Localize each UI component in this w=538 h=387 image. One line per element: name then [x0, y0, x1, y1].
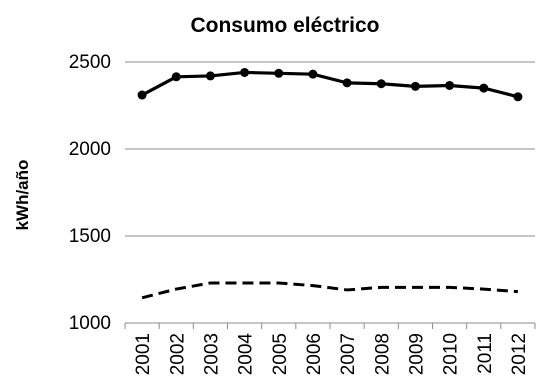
series-1-point-2008 [376, 79, 386, 89]
x-tick-label-2008: 2008 [372, 333, 393, 375]
series-1-point-2010 [445, 80, 455, 90]
series-1-point-2011 [479, 83, 489, 93]
x-tick-labels: 2001 2002 2003 2004 2005 2006 2007 2008 2009 2010… [133, 333, 530, 376]
y-tick-label-1000: 1000 [69, 313, 111, 334]
series-1-point-2012 [513, 92, 523, 102]
series-1-point-2001 [137, 90, 147, 100]
x-tick-label-2011: 2011 [475, 333, 496, 374]
y-tick-labels: 1000 1500 2000 2500 [69, 52, 111, 334]
x-tick-label-2003: 2003 [201, 333, 222, 375]
x-tick-label-2010: 2010 [441, 333, 462, 375]
chart-title: Consumo eléctrico [190, 14, 379, 37]
axes [124, 322, 536, 329]
x-tick-label-2012: 2012 [509, 333, 530, 375]
series-1-point-2009 [410, 81, 420, 91]
y-tick-label-2500: 2500 [69, 52, 111, 73]
series-group [137, 67, 523, 300]
x-tick-label-2006: 2006 [304, 333, 325, 375]
series-1-point-2006 [308, 69, 318, 79]
series-1-point-2004 [240, 67, 250, 77]
series-1-point-2002 [171, 72, 181, 82]
x-tick-label-2009: 2009 [406, 333, 427, 375]
y-tick-label-2000: 2000 [69, 139, 111, 160]
series-1-point-2007 [342, 78, 352, 88]
x-tick-label-2005: 2005 [270, 333, 291, 375]
gridlines [125, 61, 535, 237]
y-tick-label-1500: 1500 [69, 226, 111, 247]
series-1-point-2003 [205, 71, 215, 81]
x-tick-label-2002: 2002 [167, 333, 188, 375]
series-1-line [141, 70, 519, 99]
series-1-point-2005 [274, 68, 284, 78]
x-tick-label-2001: 2001 [133, 333, 154, 375]
x-tick-label-2007: 2007 [338, 333, 359, 375]
x-tick-label-2004: 2004 [236, 333, 257, 376]
series-2-line [141, 281, 519, 300]
y-axis-label: kWh/año [13, 160, 32, 231]
